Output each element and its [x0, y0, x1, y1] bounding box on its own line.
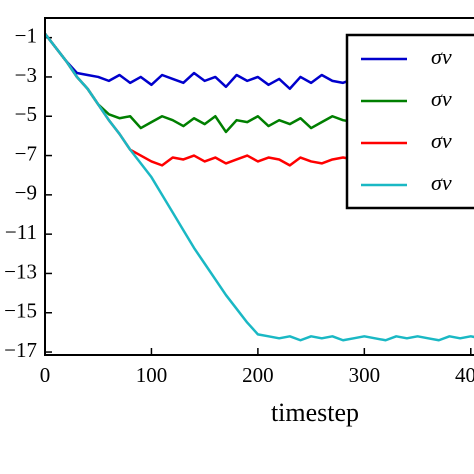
x-tick-label: 200	[242, 363, 274, 387]
y-tick-label: −11	[5, 220, 37, 244]
y-tick-label: −3	[15, 63, 37, 87]
legend-label: σν	[431, 44, 452, 69]
plot-frame	[44, 17, 474, 356]
x-tick-label: 300	[349, 363, 381, 387]
x-axis-label: timestep	[271, 398, 359, 427]
x-tick-label: 400	[455, 363, 474, 387]
y-tick-label: −5	[15, 102, 37, 126]
y-tick-label: −1	[15, 23, 37, 47]
y-tick-label: −17	[4, 338, 37, 362]
y-tick-label: −7	[15, 141, 37, 165]
legend-label: σν	[431, 86, 452, 111]
legend-label: σν	[431, 170, 452, 195]
line-series	[44, 32, 474, 342]
y-tick-label: −9	[15, 181, 37, 205]
legend-label: σν	[431, 128, 452, 153]
y-tick-label: −13	[4, 259, 37, 283]
legend-box	[345, 33, 474, 210]
x-tick-label: 100	[136, 363, 168, 387]
x-tick-label: 0	[40, 363, 51, 387]
y-tick-label: −15	[4, 299, 37, 323]
